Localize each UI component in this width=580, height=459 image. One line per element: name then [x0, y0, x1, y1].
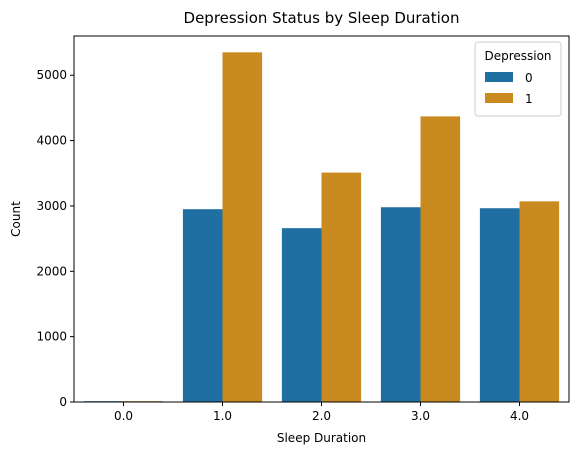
plot-frame	[73, 35, 570, 403]
y-tick-label: 4000	[36, 134, 67, 148]
legend-label-1: 1	[525, 92, 533, 106]
legend: Depression 0 1	[474, 41, 562, 117]
x-tick-label: 1.0	[213, 409, 232, 423]
chart-title: Depression Status by Sleep Duration	[184, 9, 460, 27]
y-axis-label: Count	[9, 201, 23, 237]
bar-1.0-series-0	[182, 209, 223, 402]
bar-4.0-series-1	[519, 201, 560, 402]
legend-swatch-1	[485, 93, 513, 103]
legend-title: Depression	[484, 49, 551, 63]
y-tick-label: 1000	[36, 330, 67, 344]
bar-3.0-series-0	[380, 207, 421, 402]
y-tick-label: 0	[59, 395, 67, 409]
y-tick-label: 3000	[36, 199, 67, 213]
bar-2.0-series-1	[321, 172, 362, 402]
y-tick-label: 2000	[36, 264, 67, 278]
x-tick-label: 0.0	[114, 409, 133, 423]
plot-area: 0.0 1.0 2.0 3.0 4.0 0 1000 2000 3000 4000 5000	[36, 52, 560, 423]
legend-label-0: 0	[525, 71, 533, 85]
bar-1.0-series-1	[222, 52, 263, 403]
bar-2.0-series-0	[281, 228, 322, 402]
x-tick-label: 3.0	[411, 409, 430, 423]
legend-swatch-0	[485, 72, 513, 82]
bar-4.0-series-0	[479, 208, 520, 402]
y-tick-label: 5000	[36, 68, 67, 82]
x-axis-label: Sleep Duration	[277, 431, 366, 445]
x-tick-label: 4.0	[510, 409, 529, 423]
bar-3.0-series-1	[420, 116, 461, 402]
x-tick-label: 2.0	[312, 409, 331, 423]
